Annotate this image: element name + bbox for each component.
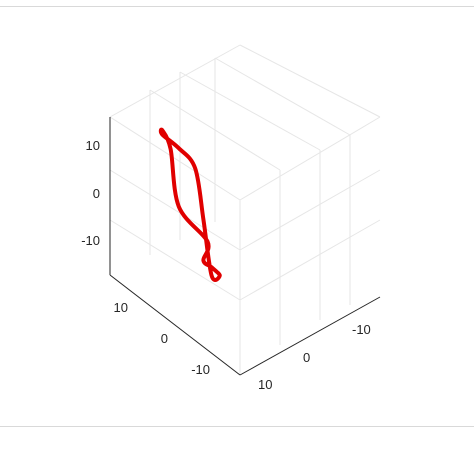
y-tick-label: -10 (191, 362, 210, 377)
z-tick-label: -10 (81, 233, 100, 248)
x-tick-label: -10 (352, 322, 371, 337)
grid-line (109, 169, 241, 251)
y-axis-line (109, 274, 241, 376)
grid-line (109, 44, 241, 118)
top-border (0, 6, 474, 7)
y-tick-label: 10 (114, 300, 128, 315)
grid-line (239, 169, 381, 251)
x-tick-label: 10 (258, 377, 272, 392)
z-tick-label: 10 (86, 138, 100, 153)
grid-line (179, 71, 321, 151)
grid-line (109, 219, 241, 301)
grid-line (109, 116, 241, 201)
series-line (158, 127, 222, 282)
data-layer (158, 127, 222, 282)
x-axis-line (239, 296, 381, 376)
axes (109, 117, 381, 376)
bottom-border (0, 426, 474, 427)
y-tick-label: 0 (161, 331, 168, 346)
x-tick-label: 0 (303, 350, 310, 365)
grid-line (239, 116, 381, 201)
z-tick-label: 0 (93, 186, 100, 201)
tick-labels: 10 0 -10 10 0 -10 -10 0 10 (81, 138, 371, 392)
grid-line (214, 57, 351, 136)
grid-line (239, 44, 381, 118)
grid-lines (109, 44, 381, 375)
grid-line (239, 219, 381, 301)
